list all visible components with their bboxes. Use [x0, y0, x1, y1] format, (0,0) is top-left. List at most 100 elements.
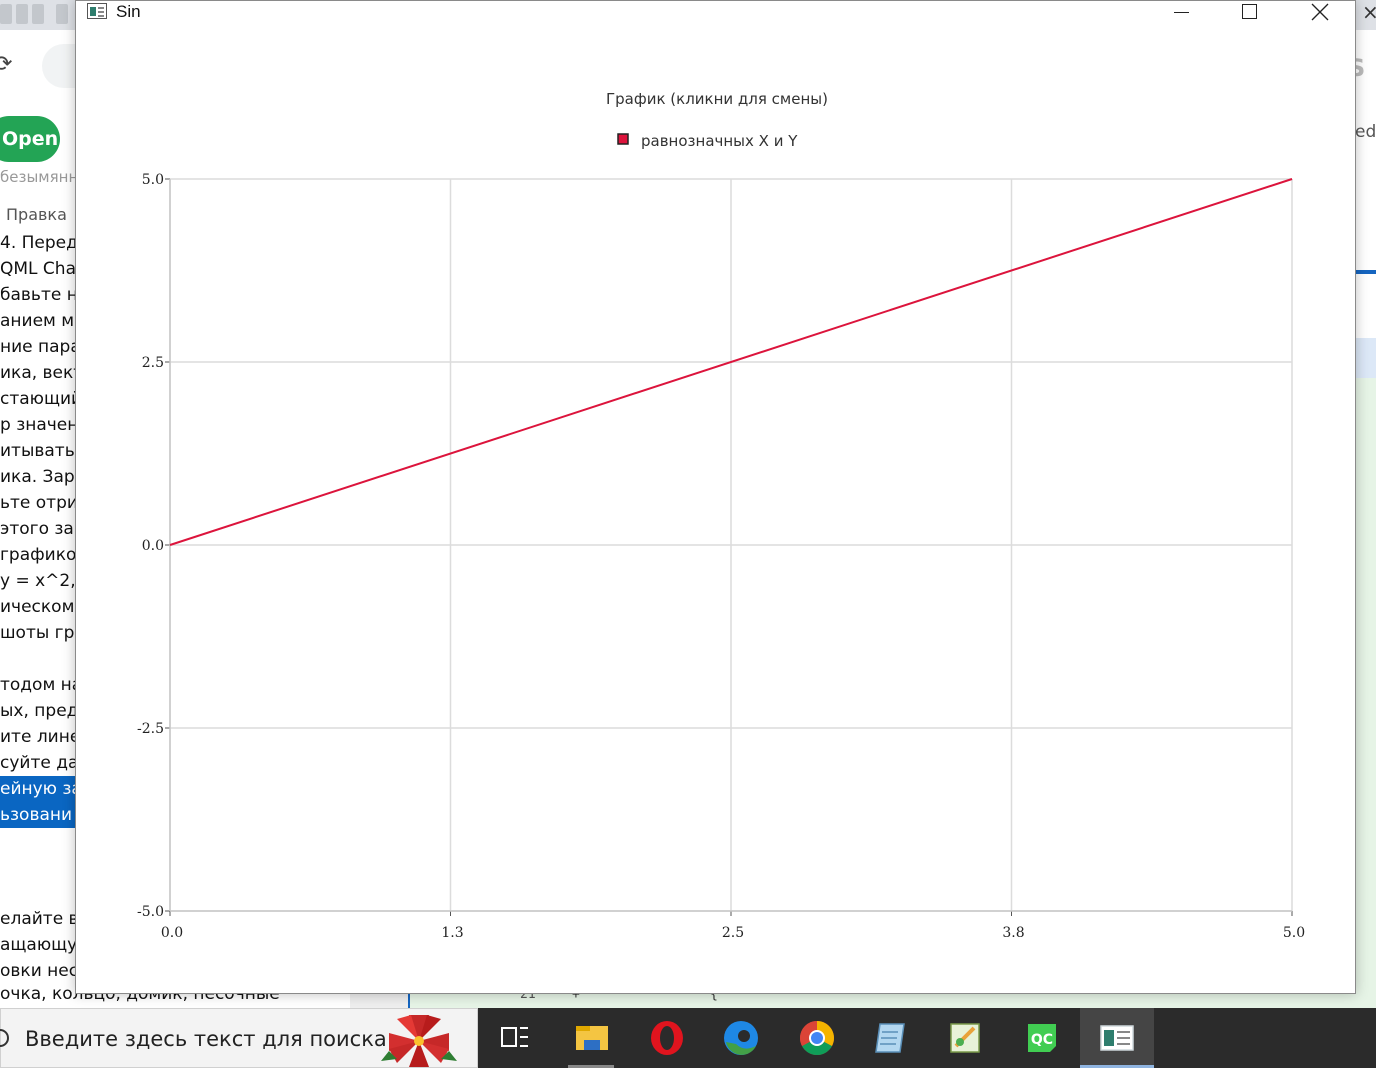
- document-text-line: QML Cha: [0, 259, 76, 279]
- y-tick-label: 0.0: [142, 538, 164, 554]
- document-text-line: овки нес: [0, 961, 79, 981]
- open-button[interactable]: Open: [0, 116, 60, 162]
- x-tick-label: 5.0: [1283, 925, 1305, 941]
- diff-marker: +: [572, 987, 580, 1002]
- task-view-button[interactable]: [478, 1008, 552, 1068]
- taskbar-chart-app[interactable]: [1080, 1008, 1154, 1068]
- document-text-line: елайте в: [0, 909, 79, 929]
- document-text-line: стающий: [0, 389, 83, 409]
- title-bar[interactable]: Sin: [76, 1, 1355, 25]
- document-text-line: итывать: [0, 441, 75, 461]
- chart-view[interactable]: График (кликни для смены) равнозначных X…: [76, 25, 1355, 993]
- qt-creator-label: QC: [1031, 1032, 1053, 1048]
- document-text-line: y = x^2,: [0, 571, 76, 591]
- window-title: Sin: [116, 2, 141, 21]
- document-text-line: р значен: [0, 415, 79, 435]
- taskbar-chrome[interactable]: [780, 1008, 854, 1068]
- document-text-line: ьзовани: [0, 802, 80, 828]
- y-tick-label: 5.0: [142, 172, 164, 188]
- close-button[interactable]: [1296, 1, 1342, 25]
- qt-creator-icon: QC: [1028, 1024, 1056, 1052]
- tick-labels: 0.0 1.3 2.5 3.8 5.0 5.0 2.5 0.0 -2.5 -5.0: [137, 172, 1305, 941]
- axes: [165, 178, 1293, 916]
- document-text-line: тодом на: [0, 675, 83, 695]
- document-text-line: [0, 880, 80, 906]
- opera-icon: [651, 1021, 683, 1055]
- code-editor-line: [350, 993, 1356, 1008]
- search-box[interactable]: Введите здесь текст для поиска: [0, 1008, 478, 1068]
- taskbar-qt-creator[interactable]: QC: [1004, 1008, 1078, 1068]
- document-text-line: суйте да: [0, 753, 79, 773]
- document-name: безымянн: [0, 168, 79, 186]
- legend-marker: [617, 133, 629, 145]
- document-text-line: графико: [0, 545, 77, 565]
- code-gutter: [350, 993, 410, 1008]
- x-tick-label: 3.8: [1002, 925, 1024, 941]
- taskbar-opera[interactable]: [630, 1008, 704, 1068]
- series-line[interactable]: [169, 178, 1293, 546]
- taskbar-indicator: [1080, 1065, 1154, 1068]
- document-text-line: ащающу: [0, 935, 78, 955]
- document-text-line: ика, вект: [0, 363, 84, 383]
- menu-edit[interactable]: Правка: [6, 205, 67, 224]
- taskbar-notepad[interactable]: [854, 1008, 928, 1068]
- taskbar-edge[interactable]: [704, 1008, 778, 1068]
- reload-icon[interactable]: ⟳: [0, 52, 13, 77]
- y-tick-label: -2.5: [137, 721, 164, 737]
- tab-icon[interactable]: [16, 4, 28, 24]
- notepad-icon: [875, 1023, 905, 1053]
- app-icon: [87, 3, 107, 19]
- maximize-button[interactable]: [1226, 1, 1272, 25]
- search-icon: [0, 1029, 9, 1047]
- document-text-line: этого зар: [0, 519, 85, 539]
- mychart-app-icon: [1100, 1025, 1134, 1051]
- document-text-line: 4. Перед: [0, 233, 78, 253]
- legend-label: равнозначных X и Y: [641, 132, 798, 150]
- document-text-line: [0, 646, 80, 672]
- chart-title: График (кликни для смены): [606, 90, 828, 108]
- maximize-icon: [1242, 4, 1257, 19]
- minimize-icon: [1174, 12, 1189, 13]
- tab-icon[interactable]: [0, 4, 12, 24]
- document-text-line: шоты гр: [0, 623, 75, 643]
- taskbar-notepadqq[interactable]: [928, 1008, 1002, 1068]
- document-text-line: ическом: [0, 597, 75, 617]
- document-text-line: анием ме: [0, 311, 85, 331]
- close-icon[interactable]: ×: [1362, 0, 1376, 24]
- document-text-line: [0, 828, 80, 854]
- y-tick-label: -5.0: [137, 904, 164, 920]
- legend[interactable]: равнозначных X и Y: [617, 132, 798, 150]
- taskbar: Введите здесь текст для поиска: [0, 1008, 1376, 1068]
- background-label: ed: [1355, 122, 1376, 142]
- tab-icon[interactable]: [56, 4, 68, 24]
- document-text-line: ых, пред: [0, 701, 79, 721]
- document-text-line: ьте отри: [0, 493, 78, 513]
- background-panel: [1355, 338, 1376, 378]
- document-text: 4. Перед QML Cha бавьте н анием ме ние пара и…: [0, 230, 86, 984]
- x-tick-label: 2.5: [722, 925, 744, 941]
- task-view-icon: [501, 1027, 528, 1047]
- search-input[interactable]: Введите здесь текст для поиска: [25, 1027, 387, 1051]
- taskbar-file-explorer[interactable]: [554, 1008, 628, 1068]
- poinsettia-icon: [381, 1015, 457, 1067]
- notepadqq-icon: [950, 1023, 980, 1053]
- minimize-button[interactable]: [1158, 1, 1204, 25]
- close-icon: [1311, 3, 1329, 21]
- file-explorer-icon: [576, 1026, 608, 1050]
- edge-icon: [724, 1021, 758, 1055]
- x-tick-label: 1.3: [441, 925, 463, 941]
- background-accent: [1355, 270, 1376, 274]
- document-text-line: ика. Заре: [0, 467, 86, 487]
- document-text-line: [0, 854, 80, 880]
- chart-window: Sin График (кликни для смены) равнозначн…: [75, 0, 1356, 994]
- tab-icon[interactable]: [32, 4, 44, 24]
- code-text: {: [710, 987, 718, 1002]
- document-text-line: ите лине: [0, 727, 81, 747]
- taskbar-indicator: [568, 1065, 614, 1068]
- document-text-line: ейную за: [0, 776, 82, 802]
- document-text-line: ние пара: [0, 337, 81, 357]
- x-tick-label: 0.0: [161, 925, 183, 941]
- background-panel: [1355, 378, 1376, 1008]
- series[interactable]: [169, 178, 1293, 546]
- grid: [169, 178, 1293, 912]
